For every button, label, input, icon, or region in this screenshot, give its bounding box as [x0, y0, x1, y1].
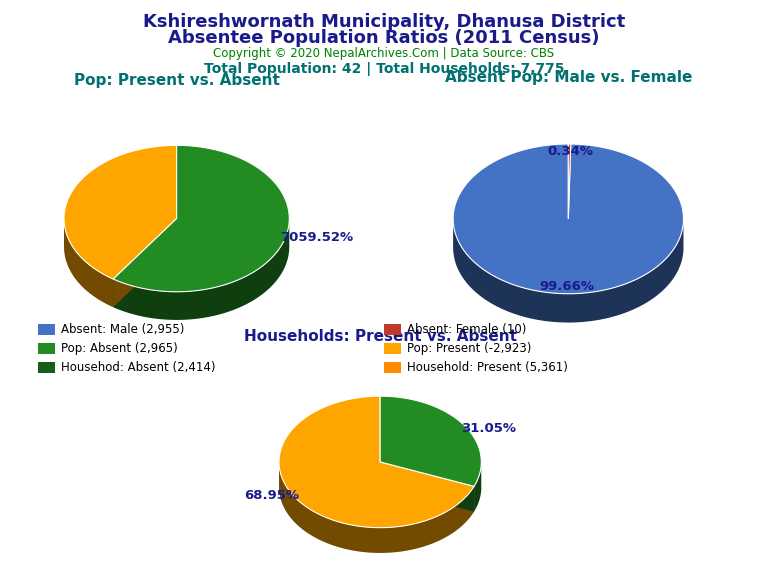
Polygon shape — [380, 396, 482, 486]
Polygon shape — [64, 218, 113, 307]
Polygon shape — [453, 217, 684, 323]
Text: Pop: Present (-2,923): Pop: Present (-2,923) — [407, 342, 531, 355]
Title: Absent Pop: Male vs. Female: Absent Pop: Male vs. Female — [445, 70, 692, 85]
Text: Pop: Absent (2,965): Pop: Absent (2,965) — [61, 342, 178, 355]
Text: 31.05%: 31.05% — [462, 422, 517, 435]
Polygon shape — [279, 461, 474, 553]
Polygon shape — [279, 396, 474, 528]
Polygon shape — [474, 460, 482, 511]
Text: Copyright © 2020 NepalArchives.Com | Data Source: CBS: Copyright © 2020 NepalArchives.Com | Dat… — [214, 47, 554, 60]
Text: 68.95%: 68.95% — [243, 488, 299, 502]
Text: Househod: Absent (2,414): Househod: Absent (2,414) — [61, 361, 216, 374]
Polygon shape — [113, 218, 177, 307]
Polygon shape — [113, 145, 290, 292]
Text: Absent: Male (2,955): Absent: Male (2,955) — [61, 323, 185, 336]
Text: Absent: Female (10): Absent: Female (10) — [407, 323, 526, 336]
Polygon shape — [380, 462, 474, 511]
Title: Pop: Present vs. Absent: Pop: Present vs. Absent — [74, 73, 280, 88]
Text: Total Population: 42 | Total Households: 7,775: Total Population: 42 | Total Households:… — [204, 62, 564, 75]
Title: Households: Present vs. Absent: Households: Present vs. Absent — [243, 329, 517, 344]
Text: 0.34%: 0.34% — [547, 145, 593, 158]
Text: Household: Present (5,361): Household: Present (5,361) — [407, 361, 568, 374]
Text: Absentee Population Ratios (2011 Census): Absentee Population Ratios (2011 Census) — [168, 29, 600, 47]
Text: 7059.52%: 7059.52% — [280, 232, 353, 244]
Polygon shape — [64, 145, 177, 279]
Text: Kshireshwornath Municipality, Dhanusa District: Kshireshwornath Municipality, Dhanusa Di… — [143, 13, 625, 31]
Polygon shape — [113, 218, 177, 307]
Text: 99.66%: 99.66% — [539, 280, 594, 293]
Polygon shape — [453, 144, 684, 294]
Polygon shape — [113, 219, 290, 320]
Polygon shape — [380, 462, 474, 511]
Polygon shape — [568, 144, 571, 219]
